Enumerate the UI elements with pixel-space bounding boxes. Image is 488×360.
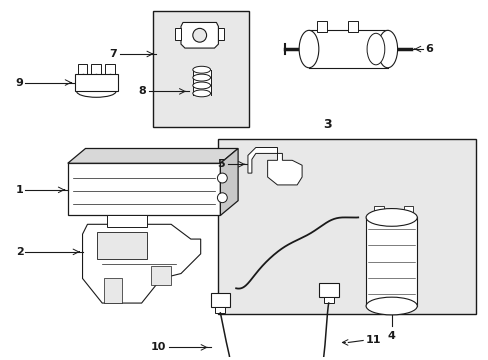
Polygon shape xyxy=(220,148,238,215)
Polygon shape xyxy=(107,215,146,227)
Ellipse shape xyxy=(192,90,210,97)
Polygon shape xyxy=(75,74,118,91)
Polygon shape xyxy=(151,266,171,285)
Ellipse shape xyxy=(299,30,318,68)
Text: 11: 11 xyxy=(366,336,381,346)
Text: 4: 4 xyxy=(387,330,395,341)
Polygon shape xyxy=(373,206,383,219)
Ellipse shape xyxy=(217,193,227,203)
Bar xyxy=(218,139,475,314)
Text: 2: 2 xyxy=(16,247,23,257)
Ellipse shape xyxy=(366,208,416,226)
Polygon shape xyxy=(210,293,230,307)
Polygon shape xyxy=(82,224,200,303)
Polygon shape xyxy=(347,21,358,32)
Polygon shape xyxy=(403,206,412,219)
Ellipse shape xyxy=(366,297,416,315)
Polygon shape xyxy=(247,148,302,185)
Polygon shape xyxy=(318,283,338,297)
Text: 9: 9 xyxy=(16,77,23,87)
Polygon shape xyxy=(97,232,146,259)
Polygon shape xyxy=(91,64,101,74)
Polygon shape xyxy=(181,22,218,48)
Text: 3: 3 xyxy=(323,118,331,131)
Ellipse shape xyxy=(366,33,384,65)
Text: 7: 7 xyxy=(109,49,117,59)
Text: 5: 5 xyxy=(217,159,225,169)
Polygon shape xyxy=(316,21,326,32)
Bar xyxy=(153,11,248,127)
Polygon shape xyxy=(308,30,387,68)
Ellipse shape xyxy=(217,173,227,183)
Polygon shape xyxy=(175,28,181,40)
Ellipse shape xyxy=(192,82,210,89)
Polygon shape xyxy=(215,307,225,313)
Polygon shape xyxy=(192,70,210,95)
Polygon shape xyxy=(78,64,87,74)
Text: 1: 1 xyxy=(16,185,23,195)
Circle shape xyxy=(192,28,206,42)
Polygon shape xyxy=(104,278,122,303)
Polygon shape xyxy=(105,64,115,74)
Ellipse shape xyxy=(192,74,210,81)
Polygon shape xyxy=(68,163,220,215)
Text: 6: 6 xyxy=(424,44,432,54)
Polygon shape xyxy=(218,28,224,40)
Ellipse shape xyxy=(192,66,210,73)
Polygon shape xyxy=(323,297,333,303)
Text: 10: 10 xyxy=(150,342,166,352)
Text: 8: 8 xyxy=(139,86,146,96)
Polygon shape xyxy=(68,148,238,163)
Ellipse shape xyxy=(377,30,397,68)
Polygon shape xyxy=(366,217,416,306)
